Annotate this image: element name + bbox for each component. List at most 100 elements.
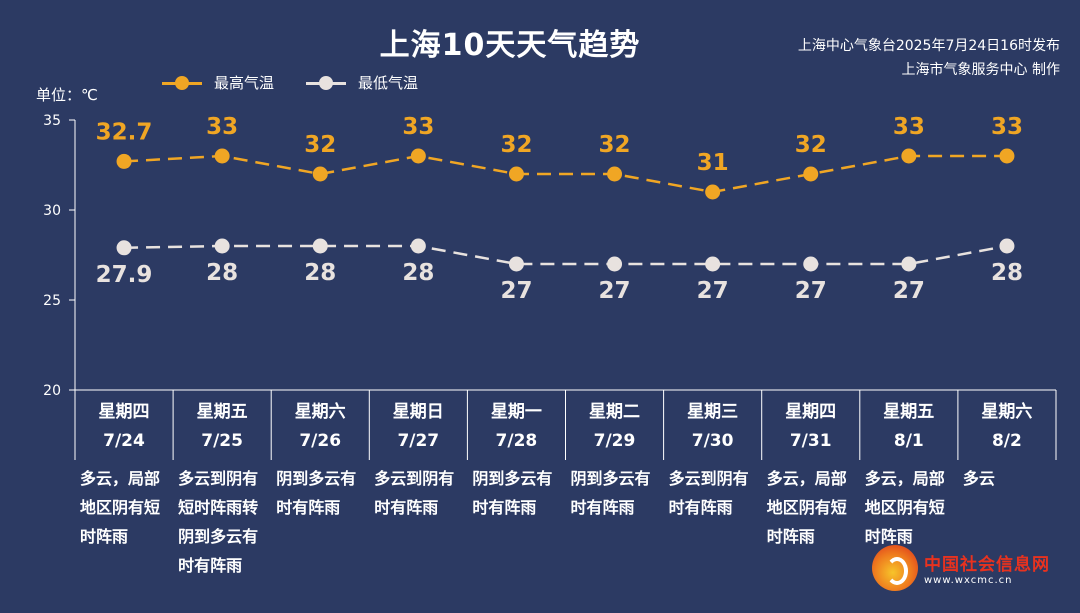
weekday-label: 星期二 [589, 402, 640, 422]
weather-condition: 多云，局部地区阴有短时阵雨 [80, 469, 161, 546]
day-header: 星期二 7/29 [566, 398, 664, 456]
data-label-high: 33 [402, 114, 434, 140]
y-tick-label: 35 [43, 113, 61, 129]
weather-condition: 多云，局部地区阴有短时阵雨 [864, 469, 945, 546]
data-label-low: 28 [206, 260, 238, 286]
legend-low-label: 最低气温 [358, 74, 419, 92]
day-header: 星期四 7/24 [75, 398, 173, 456]
data-point-low [508, 256, 524, 272]
data-point-low [607, 256, 623, 272]
unit-label: 单位：℃ [36, 86, 98, 104]
day-header: 星期日 7/27 [369, 398, 467, 456]
legend-high-marker-icon [162, 75, 202, 90]
date-label: 7/25 [201, 431, 243, 451]
chart-title: 上海10天天气趋势 [379, 28, 641, 63]
weather-condition: 多云到阴有时有阵雨 [668, 469, 749, 517]
legend: 最高气温 最低气温 [162, 72, 418, 93]
day-header: 星期一 7/28 [467, 398, 565, 456]
data-point-low [705, 256, 721, 272]
data-point-low [312, 238, 328, 254]
issuer-line-1: 上海中心气象台2025年7月24日16时发布 [797, 38, 1060, 54]
data-point-low [901, 256, 917, 272]
weather-condition: 多云到阴有时有阵雨 [374, 469, 455, 517]
date-label: 8/1 [893, 431, 924, 451]
data-label-low: 28 [304, 260, 336, 286]
data-point-low [410, 238, 426, 254]
data-label-low: 27.9 [96, 262, 153, 288]
data-label-high: 33 [206, 114, 238, 140]
data-label-low: 28 [402, 260, 434, 286]
data-point-low [214, 238, 230, 254]
date-label: 8/2 [991, 431, 1022, 451]
data-point-high [901, 148, 917, 164]
data-label-high: 32 [500, 132, 532, 158]
data-point-low [999, 238, 1015, 254]
weather-condition: 多云，局部地区阴有短时阵雨 [766, 469, 847, 546]
data-point-low [803, 256, 819, 272]
date-label: 7/31 [789, 431, 832, 451]
data-point-low [116, 240, 132, 256]
weekday-label: 星期五 [196, 402, 248, 422]
legend-item-high[interactable]: 最高气温 [162, 72, 274, 93]
weather-condition: 多云 [962, 469, 995, 488]
weather-condition: 多云到阴有短时阵雨转阴到多云有时有阵雨 [178, 469, 259, 575]
y-tick-label: 30 [43, 203, 61, 219]
data-point-high [214, 148, 230, 164]
day-header: 星期四 7/31 [762, 398, 860, 456]
y-tick-label: 20 [43, 383, 61, 399]
data-label-high: 31 [697, 150, 729, 176]
data-label-high: 32 [795, 132, 827, 158]
data-label-high: 32 [304, 132, 336, 158]
data-label-low: 27 [795, 278, 827, 304]
data-label-high: 33 [991, 114, 1023, 140]
data-point-high [508, 166, 524, 182]
date-label: 7/24 [103, 431, 145, 451]
data-point-high [410, 148, 426, 164]
date-label: 7/27 [397, 431, 440, 451]
data-point-high [999, 148, 1015, 164]
watermark: 中国社会信息网 www.wxcmc.cn [872, 545, 1050, 591]
legend-high-label: 最高气温 [214, 74, 275, 92]
date-label: 7/29 [593, 431, 636, 451]
issuer-line-2: 上海市气象服务中心 制作 [901, 62, 1060, 78]
data-label-low: 28 [991, 260, 1023, 286]
weekday-label: 星期四 [785, 402, 837, 422]
issuer-info: 上海中心气象台2025年7月24日16时发布 上海市气象服务中心 制作 [798, 34, 1060, 82]
weather-condition: 阴到多云有时有阵雨 [472, 469, 553, 517]
series-line-low [124, 244, 1008, 266]
day-header: 星期六 7/26 [271, 398, 369, 456]
day-header: 星期五 7/25 [173, 398, 271, 456]
data-point-high [312, 166, 328, 182]
day-header: 星期五 8/1 [860, 398, 958, 456]
day-header: 星期三 7/30 [664, 398, 762, 456]
data-label-high: 32.7 [96, 119, 153, 145]
weather-condition: 阴到多云有时有阵雨 [570, 469, 651, 517]
data-label-high: 32 [599, 132, 631, 158]
data-point-high [607, 166, 623, 182]
date-label: 7/26 [299, 431, 342, 451]
legend-item-low[interactable]: 最低气温 [306, 72, 418, 93]
legend-low-marker-icon [306, 75, 347, 90]
data-point-high [705, 184, 721, 200]
data-label-low: 27 [893, 278, 925, 304]
data-label-high: 33 [893, 114, 925, 140]
series-line-high [123, 154, 1007, 194]
weather-condition: 阴到多云有时有阵雨 [276, 469, 357, 517]
date-label: 7/28 [495, 431, 538, 451]
data-point-high [803, 166, 819, 182]
data-point-high [116, 153, 132, 169]
watermark-logo-icon [872, 545, 918, 591]
data-label-low: 27 [599, 278, 631, 304]
watermark-url: www.wxcmc.cn [924, 575, 1013, 586]
data-label-low: 27 [500, 278, 532, 304]
weekday-label: 星期五 [883, 402, 935, 422]
date-label: 7/30 [691, 431, 734, 451]
watermark-name: 中国社会信息网 [924, 555, 1050, 575]
y-tick-label: 25 [43, 293, 61, 309]
weekday-label: 星期四 [98, 402, 150, 422]
weekday-label: 星期一 [490, 402, 542, 422]
weekday-label: 星期三 [687, 402, 739, 422]
data-label-low: 27 [697, 278, 729, 304]
weekday-label: 星期六 [981, 402, 1033, 422]
